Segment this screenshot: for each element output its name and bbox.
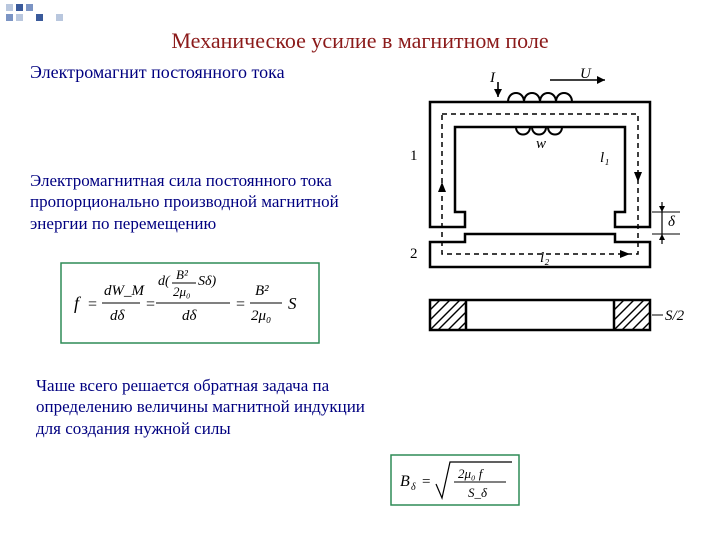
svg-text:d(: d( — [158, 274, 171, 289]
label-l2: l₂ — [540, 250, 549, 266]
svg-text:B: B — [400, 473, 410, 490]
svg-text:dW_M: dW_M — [104, 283, 145, 299]
svg-text:2μ₀ f: 2μ₀ f — [458, 466, 485, 481]
label-S2: S/2 — [665, 308, 685, 324]
svg-text:S_δ: S_δ — [468, 485, 488, 500]
slide-root: Механическое усилие в магнитном поле Эле… — [0, 0, 720, 540]
svg-text:dδ: dδ — [182, 308, 198, 324]
svg-text:dδ: dδ — [110, 308, 126, 324]
svg-text:B²: B² — [255, 283, 269, 299]
label-I: I — [489, 70, 496, 86]
corner-decoration — [6, 4, 96, 30]
formula-main: f = dW_M dδ = d( B² 2μ₀ Sδ) dδ = B² 2μ₀ … — [60, 262, 320, 344]
svg-text:=: = — [146, 296, 155, 313]
label-1: 1 — [410, 148, 418, 164]
svg-text:=: = — [236, 296, 245, 313]
svg-text:Sδ): Sδ) — [198, 274, 217, 289]
svg-text:S: S — [288, 294, 297, 313]
electromagnet-diagram: U I w l₁ l₂ 1 2 δ S/2 — [390, 62, 700, 362]
svg-text:2μ₀: 2μ₀ — [251, 308, 271, 324]
paragraph-2: Чаше всего решается обратная задача па о… — [36, 375, 376, 439]
label-w: w — [536, 136, 546, 152]
svg-text:B²: B² — [176, 267, 189, 282]
svg-text:δ: δ — [411, 482, 416, 493]
subtitle: Электромагнит постоянного тока — [30, 62, 285, 83]
svg-text:=: = — [422, 474, 430, 490]
label-delta: δ — [668, 214, 676, 230]
paragraph-1: Электромагнитная сила постоянного тока п… — [30, 170, 370, 234]
label-l1: l₁ — [600, 150, 609, 166]
svg-text:=: = — [88, 296, 97, 313]
svg-text:2μ₀: 2μ₀ — [173, 284, 191, 299]
label-2: 2 — [410, 246, 418, 262]
formula-inverse: B δ = 2μ₀ f S_δ — [390, 454, 520, 506]
page-title: Механическое усилие в магнитном поле — [0, 28, 720, 54]
